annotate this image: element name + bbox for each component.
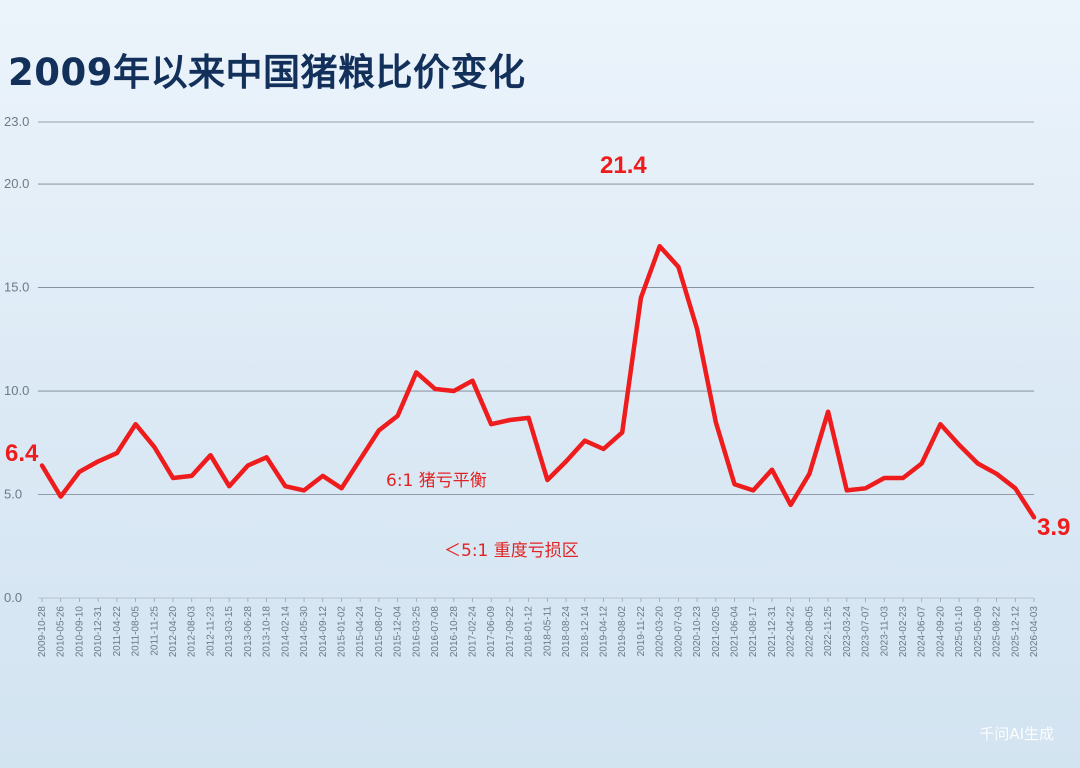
y-tick-label: 15.0 <box>4 280 29 295</box>
y-axis-ticks: 0.0 5.0 10.0 15.0 20.0 23.0 <box>4 114 29 605</box>
x-tick-label: 2019-08-02 <box>617 606 628 658</box>
x-tick-label: 2015-12-04 <box>393 606 404 658</box>
y-tick-label: 0.0 <box>4 590 22 605</box>
x-tick-label: 2012-04-20 <box>168 606 179 658</box>
x-tick-label: 2009-10-28 <box>37 606 48 658</box>
annotations: 6.4 21.4 3.9 6:1 猪亏平衡 ＜5:1 重度亏损区 <box>5 152 1070 561</box>
x-tick-label: 2011-08-05 <box>131 606 142 657</box>
x-tick-label: 2019-04-12 <box>599 606 610 658</box>
x-tick-label: 2016-07-08 <box>430 606 441 658</box>
x-tick-label: 2017-02-24 <box>467 606 478 658</box>
loss-zone-note: ＜5:1 重度亏损区 <box>444 541 579 561</box>
x-tick-label: 2021-06-04 <box>730 606 741 658</box>
grid-lines <box>38 121 1034 599</box>
x-tick-label: 2011-04-22 <box>112 606 123 657</box>
peak-value-label: 21.4 <box>600 152 647 179</box>
x-tick-label: 2024-06-07 <box>917 606 928 658</box>
x-tick-label: 2018-05-11 <box>542 606 553 657</box>
x-tick-label: 2018-01-12 <box>524 606 535 658</box>
x-tick-label: 2025-01-10 <box>954 606 965 658</box>
x-tick-label: 2014-09-12 <box>318 606 329 658</box>
x-tick-label: 2020-03-20 <box>655 606 666 658</box>
x-tick-label: 2010-05-26 <box>56 606 67 658</box>
x-tick-label: 2021-08-17 <box>748 606 759 658</box>
x-tick-label: 2018-12-14 <box>580 606 591 658</box>
x-tick-label: 2013-06-28 <box>243 606 254 658</box>
x-tick-label: 2010-09-10 <box>74 606 85 658</box>
x-tick-label: 2025-08-22 <box>992 606 1003 658</box>
watermark: 千问AI生成 <box>979 725 1054 743</box>
x-tick-label: 2013-10-18 <box>262 606 273 658</box>
x-tick-label: 2014-05-30 <box>299 606 310 658</box>
x-tick-label: 2026-04-03 <box>1029 606 1040 658</box>
x-tick-label: 2019-11-22 <box>636 606 647 657</box>
x-axis-ticks: 2009-10-28 2010-05-26 2010-09-10 2010-12-31… <box>37 598 1040 657</box>
x-tick-label: 2014-02-14 <box>280 606 291 658</box>
x-tick-label: 2021-12-31 <box>767 606 778 658</box>
x-tick-label: 2010-12-31 <box>93 606 104 658</box>
x-tick-label: 2016-03-25 <box>411 606 422 658</box>
x-tick-label: 2015-04-24 <box>355 606 366 658</box>
x-tick-label: 2020-07-03 <box>673 606 684 658</box>
breakeven-note: 6:1 猪亏平衡 <box>386 471 487 491</box>
x-tick-label: 2012-08-03 <box>187 606 198 658</box>
start-value-label: 6.4 <box>5 440 39 467</box>
x-tick-label: 2024-09-20 <box>935 606 946 658</box>
chart-title: 2009年以来中国猪粮比价变化 <box>8 51 526 94</box>
series-line <box>39 243 1037 520</box>
series-layer <box>39 243 1037 520</box>
x-tick-label: 2020-10-23 <box>692 606 703 658</box>
y-tick-label: 20.0 <box>4 176 29 191</box>
x-tick-label: 2017-06-09 <box>486 606 497 658</box>
x-tick-label: 2022-11-25 <box>823 606 834 657</box>
y-tick-label: 10.0 <box>4 383 29 398</box>
x-tick-label: 2023-11-03 <box>879 606 890 657</box>
x-tick-label: 2022-04-22 <box>786 606 797 658</box>
x-tick-label: 2023-03-24 <box>842 606 853 658</box>
end-value-label: 3.9 <box>1037 514 1070 541</box>
x-tick-label: 2016-10-28 <box>449 606 460 658</box>
x-tick-label: 2022-08-05 <box>804 606 815 658</box>
x-tick-label: 2018-08-24 <box>561 606 572 658</box>
x-tick-label: 2023-07-07 <box>861 606 872 658</box>
x-tick-label: 2021-02-05 <box>711 606 722 658</box>
x-tick-label: 2012-11-23 <box>205 606 216 657</box>
x-tick-label: 2025-05-09 <box>973 606 984 658</box>
x-tick-label: 2013-03-15 <box>224 606 235 658</box>
x-tick-label: 2017-09-22 <box>505 606 516 658</box>
x-tick-label: 2024-02-23 <box>898 606 909 658</box>
x-tick-label: 2015-08-07 <box>374 606 385 658</box>
y-tick-label: 5.0 <box>4 487 22 502</box>
y-tick-label: 23.0 <box>4 114 29 129</box>
x-tick-label: 2025-12-12 <box>1010 606 1021 658</box>
x-tick-label: 2011-11-25 <box>149 606 160 656</box>
x-tick-label: 2015-01-02 <box>336 606 347 658</box>
